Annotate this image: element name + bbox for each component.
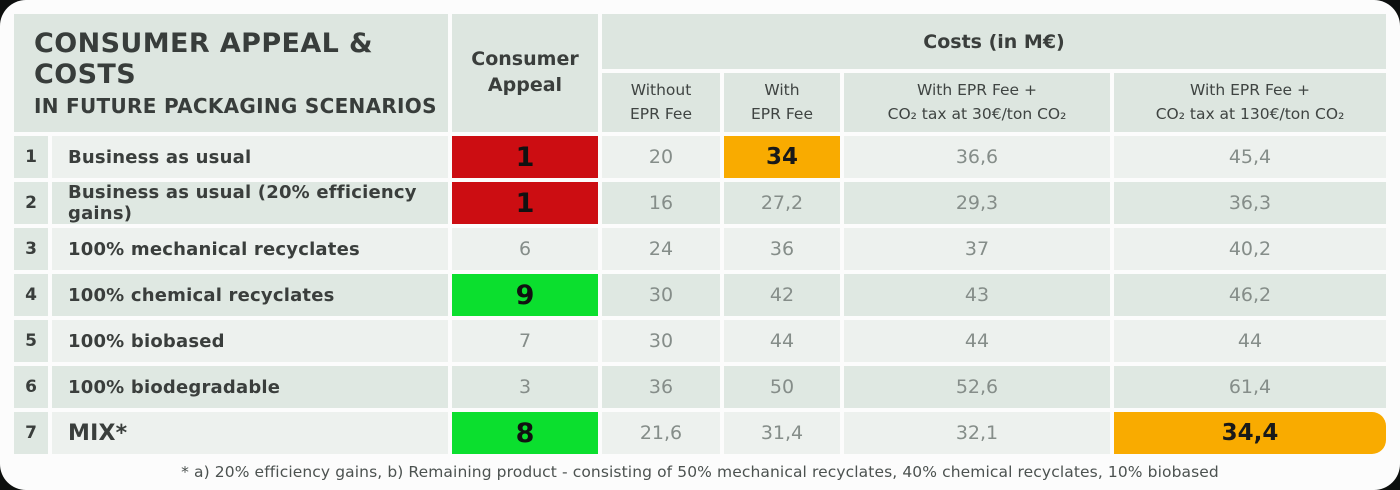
page-title: CONSUMER APPEAL & COSTS xyxy=(34,28,374,90)
table-row: 4 100% chemical recyclates 9 30 42 43 46… xyxy=(14,274,1386,316)
column-header-line: EPR Fee xyxy=(630,104,692,123)
cost-value: 46,2 xyxy=(1114,274,1386,316)
cost-value: 44 xyxy=(844,320,1110,362)
table-row: 6 100% biodegradable 3 36 50 52,6 61,4 xyxy=(14,366,1386,408)
row-number: 7 xyxy=(14,412,48,454)
column-header-line: CO₂ tax at 130€/ton CO₂ xyxy=(1155,104,1345,123)
cost-value: 24 xyxy=(602,228,720,270)
cost-value: 36 xyxy=(602,366,720,408)
column-header-consumer-appeal: Consumer Appeal xyxy=(452,14,598,132)
footnote: * a) 20% efficiency gains, b) Remaining … xyxy=(181,463,1219,481)
column-group-header-costs: Costs (in M€) xyxy=(602,14,1386,69)
table-row: 3 100% mechanical recyclates 6 24 36 37 … xyxy=(14,228,1386,270)
row-number: 5 xyxy=(14,320,48,362)
cost-value: 37 xyxy=(844,228,1110,270)
cost-value: 21,6 xyxy=(602,412,720,454)
cost-value-highlighted: 34,4 xyxy=(1114,412,1386,454)
cost-value-highlighted: 34 xyxy=(724,136,840,178)
table-row: 5 100% biobased 7 30 44 44 44 xyxy=(14,320,1386,362)
column-header-epr-co2-130: With EPR Fee + CO₂ tax at 130€/ton CO₂ xyxy=(1114,73,1386,132)
cost-value: 27,2 xyxy=(724,182,840,224)
row-number: 1 xyxy=(14,136,48,178)
cost-value: 30 xyxy=(602,274,720,316)
cost-value: 36,3 xyxy=(1114,182,1386,224)
scenario-name: 100% mechanical recyclates xyxy=(52,228,448,270)
row-number: 2 xyxy=(14,182,48,224)
table-header: CONSUMER APPEAL & COSTS IN FUTURE PACKAG… xyxy=(14,14,1386,132)
scenario-name: MIX* xyxy=(52,412,448,454)
title-block: CONSUMER APPEAL & COSTS IN FUTURE PACKAG… xyxy=(14,14,448,132)
appeal-value: 7 xyxy=(452,320,598,362)
column-header-line: Consumer xyxy=(471,48,579,71)
cost-value: 32,1 xyxy=(844,412,1110,454)
cost-value: 44 xyxy=(1114,320,1386,362)
table-body: 1 Business as usual 1 20 34 36,6 45,4 2 … xyxy=(14,136,1386,454)
table-row: 2 Business as usual (20% efficiency gain… xyxy=(14,182,1386,224)
cost-value: 43 xyxy=(844,274,1110,316)
cost-value: 29,3 xyxy=(844,182,1110,224)
scenario-name: 100% biodegradable xyxy=(52,366,448,408)
cost-value: 52,6 xyxy=(844,366,1110,408)
cost-value: 44 xyxy=(724,320,840,362)
row-number: 4 xyxy=(14,274,48,316)
appeal-value: 1 xyxy=(452,182,598,224)
row-number: 6 xyxy=(14,366,48,408)
column-header-without-epr-fee: Without EPR Fee xyxy=(602,73,720,132)
column-header-line: CO₂ tax at 30€/ton CO₂ xyxy=(887,104,1067,123)
appeal-value: 9 xyxy=(452,274,598,316)
table-row: 1 Business as usual 1 20 34 36,6 45,4 xyxy=(14,136,1386,178)
cost-value: 31,4 xyxy=(724,412,840,454)
column-header-line: With xyxy=(764,81,800,100)
cost-value: 45,4 xyxy=(1114,136,1386,178)
appeal-value: 3 xyxy=(452,366,598,408)
scenario-name: Business as usual (20% efficiency gains) xyxy=(52,182,448,224)
scenario-name: 100% chemical recyclates xyxy=(52,274,448,316)
cost-value: 30 xyxy=(602,320,720,362)
appeal-value: 8 xyxy=(452,412,598,454)
column-header-line: Appeal xyxy=(487,74,563,96)
column-header-line: With EPR Fee + xyxy=(1189,81,1310,100)
cost-value: 42 xyxy=(724,274,840,316)
cost-value: 20 xyxy=(602,136,720,178)
cost-value: 36 xyxy=(724,228,840,270)
column-header-line: Without xyxy=(630,81,692,100)
page-subtitle: IN FUTURE PACKAGING SCENARIOS xyxy=(34,94,437,118)
column-header-epr-co2-30: With EPR Fee + CO₂ tax at 30€/ton CO₂ xyxy=(844,73,1110,132)
appeal-value: 1 xyxy=(452,136,598,178)
column-header-with-epr-fee: With EPR Fee xyxy=(724,73,840,132)
scenario-name: 100% biobased xyxy=(52,320,448,362)
row-number: 3 xyxy=(14,228,48,270)
column-header-line: With EPR Fee + xyxy=(916,81,1037,100)
cost-value: 61,4 xyxy=(1114,366,1386,408)
cost-value: 50 xyxy=(724,366,840,408)
table-row: 7 MIX* 8 21,6 31,4 32,1 34,4 xyxy=(14,412,1386,454)
column-header-line: EPR Fee xyxy=(751,104,813,123)
cost-value: 16 xyxy=(602,182,720,224)
cost-value: 40,2 xyxy=(1114,228,1386,270)
appeal-value: 6 xyxy=(452,228,598,270)
cost-value: 36,6 xyxy=(844,136,1110,178)
scenario-name: Business as usual xyxy=(52,136,448,178)
